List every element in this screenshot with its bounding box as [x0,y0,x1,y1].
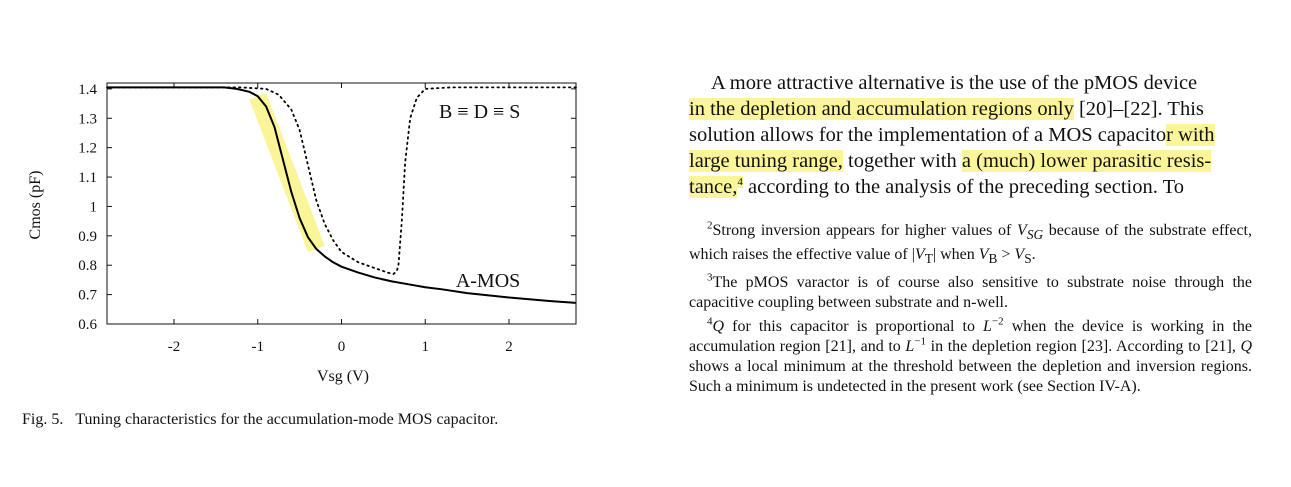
series-annotation: B ≡ D ≡ S [439,101,520,123]
y-tick-label: 1 [90,199,98,215]
footnote-4: 4Q for this capacitor is proportional to… [689,316,1253,396]
y-tick-label: 1.4 [78,82,97,98]
series-line-1 [106,86,577,275]
footnote-3: 3The pMOS varactor is of course also sen… [689,272,1252,312]
paragraph-text: together with [842,150,962,172]
paragraph-text: [20]–[22]. This [1073,98,1204,120]
series-lines [106,86,577,304]
body-text-column: A more attractive alternative is the use… [689,70,1252,200]
highlighted-text: large tuning range, [689,150,843,172]
footnote-2: 2Strong inversion appears for higher val… [689,219,1253,267]
highlighted-text: r with [1166,124,1215,146]
caption-text: Tuning characteristics for the accumulat… [75,411,499,428]
series-annotations: B ≡ D ≡ S A-MOS [439,101,520,292]
highlighted-text: tance, [689,176,738,198]
paragraph-text: A more attractive alternative is the use… [711,72,1198,94]
x-tick-label: -2 [168,339,181,355]
y-tick-label: 0.6 [78,317,97,333]
series-line-0 [107,86,577,304]
highlighted-text: 4 [737,176,743,189]
y-axis-title: Cmos (pF) [27,171,44,240]
x-tick-label: 0 [338,339,346,355]
y-tick-label: 0.7 [78,288,97,304]
footnotes: 2Strong inversion appears for higher val… [689,219,1253,401]
paragraph-text: solution allows for the implementation o… [689,124,1167,146]
y-tick-label: 1.2 [78,141,97,157]
caption-number: Fig. 5. [22,411,64,428]
y-tick-label: 1.3 [78,111,97,127]
highlighted-text: a (much) lower parasitic resis- [961,150,1212,172]
highlighted-text: in the depletion and accumulation region… [689,98,1074,120]
x-tick-label: 1 [422,339,430,355]
paragraph-text: according to the analysis of the precedi… [742,176,1184,198]
y-tick-label: 1.1 [78,170,97,186]
figure-caption: Fig. 5. Tuning characteristics for the ac… [22,411,498,429]
x-tick-label: 2 [505,339,513,355]
x-tick-label: -1 [252,339,265,355]
y-tick-label: 0.9 [78,229,97,245]
main-paragraph: A more attractive alternative is the use… [689,70,1252,200]
y-tick-label: 0.8 [78,258,97,274]
axis-ticks: -2 -1 0 1 2 0.6 0.7 0.8 0.9 1 1.1 1.2 1.3 1.4 [78,82,576,355]
series-annotation: A-MOS [456,270,520,292]
figure-5: -2 -1 0 1 2 0.6 0.7 0.8 0.9 1 1.1 1.2 1.3 1.4 B ≡ D ≡… [0,0,640,487]
x-axis-title: Vsg (V) [317,368,369,385]
tuning-chart: -2 -1 0 1 2 0.6 0.7 0.8 0.9 1 1.1 1.2 1.3 1.4 B ≡ D ≡… [27,82,577,385]
